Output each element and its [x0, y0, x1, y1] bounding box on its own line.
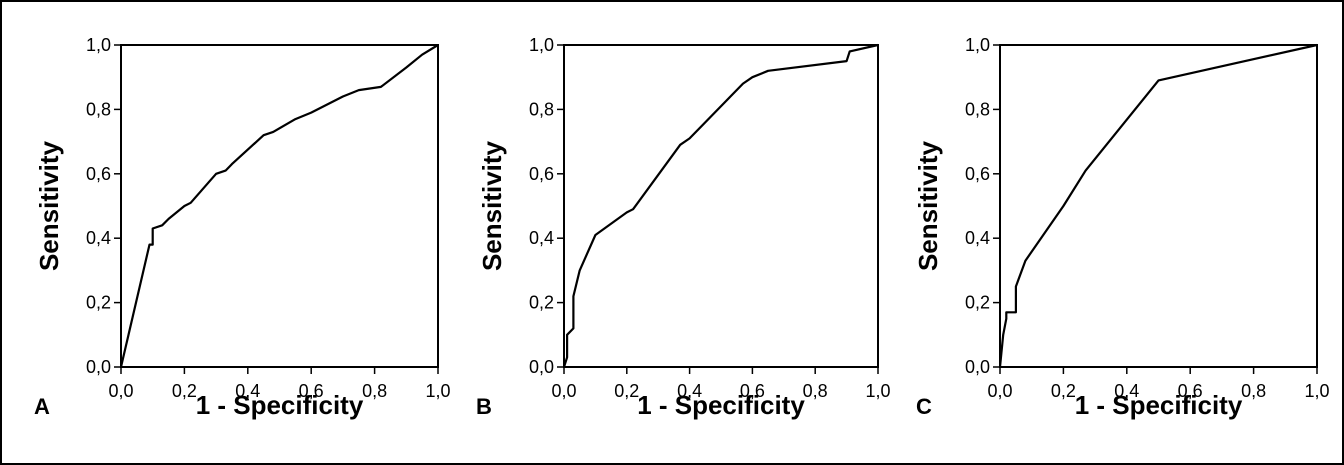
y-axis-title: Sensitivity [34, 140, 64, 271]
plot-frame [999, 44, 1318, 368]
x-tick-label: 0,0 [108, 381, 133, 401]
panel-label: C [916, 394, 932, 419]
x-tick-label: 0,2 [172, 381, 197, 401]
y-tick-label: 0,2 [529, 293, 554, 313]
y-tick-label: 0,8 [86, 99, 111, 119]
y-tick-label: 0,4 [529, 228, 554, 248]
x-tick-label: 0,2 [614, 381, 639, 401]
roc-curve-line [562, 43, 879, 368]
y-tick-label: 0,4 [86, 228, 111, 248]
panel-label: B [476, 394, 492, 419]
x-tick-label: 0,4 [677, 381, 702, 401]
y-tick-label: 0,0 [86, 357, 111, 377]
x-tick-label: 0,8 [803, 381, 828, 401]
y-tick-label: 0,8 [529, 99, 554, 119]
y-tick-label: 0,6 [965, 164, 990, 184]
panel-label: A [34, 394, 50, 419]
y-tick-label: 1,0 [86, 35, 111, 55]
y-tick-label: 1,0 [529, 35, 554, 55]
x-tick-label: 0,4 [1114, 381, 1139, 401]
x-tick-label: 0,6 [740, 381, 765, 401]
roc-panel-c: 0,0 0,2 0,4 0,6 0,8 1,0 0,0 0,2 0,4 0,6 0,8 1,0 1 - … [913, 35, 1330, 420]
x-tick-label: 1,0 [1304, 381, 1329, 401]
x-tick-label: 0,8 [362, 381, 387, 401]
x-tick-label: 0,6 [1178, 381, 1203, 401]
y-tick-label: 0,8 [965, 99, 990, 119]
y-tick-label: 0,2 [965, 293, 990, 313]
x-tick-label: 0,8 [1241, 381, 1266, 401]
y-tick-label: 0,0 [965, 357, 990, 377]
roc-panel-a: 0,0 0,2 0,4 0,6 0,8 1,0 0,0 0,2 0,4 0,6 0,8 1,0 1 - … [34, 35, 451, 420]
roc-curve-line [119, 44, 439, 368]
plot-frame [563, 44, 879, 368]
x-tick-label: 1,0 [425, 381, 450, 401]
y-axis-title: Sensitivity [913, 140, 943, 271]
x-tick-label: 0,2 [1051, 381, 1076, 401]
x-tick-label: 0,6 [299, 381, 324, 401]
y-tick-label: 0,2 [86, 293, 111, 313]
y-tick-label: 0,0 [529, 357, 554, 377]
x-axis-title: 1 - Specificity [637, 390, 805, 420]
x-axis-title: 1 - Specificity [1075, 390, 1243, 420]
y-tick-label: 0,4 [965, 228, 990, 248]
x-axis-title: 1 - Specificity [196, 390, 364, 420]
plot-frame [120, 44, 439, 368]
x-tick-label: 0,4 [235, 381, 260, 401]
y-tick-label: 1,0 [965, 35, 990, 55]
roc-curve-line [998, 43, 1318, 368]
y-tick-label: 0,6 [529, 164, 554, 184]
x-tick-label: 1,0 [865, 381, 890, 401]
y-tick-label: 0,6 [86, 164, 111, 184]
roc-panel-b: 0,0 0,2 0,4 0,6 0,8 1,0 0,0 0,2 0,4 0,6 0,8 1,0 1 - … [476, 35, 891, 420]
y-axis-title: Sensitivity [477, 140, 507, 271]
x-tick-label: 0,0 [987, 381, 1012, 401]
x-tick-label: 0,0 [551, 381, 576, 401]
